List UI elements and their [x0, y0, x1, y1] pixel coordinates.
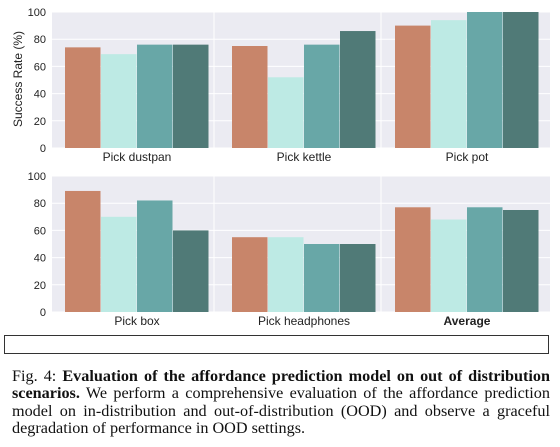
- bar-pick-box-series-1: [65, 190, 101, 312]
- bar-pick-headphones-series-4: [340, 244, 376, 312]
- bar-average-series-1: [395, 207, 431, 312]
- bar-pick-dustpan-series-2: [101, 54, 137, 148]
- group-label: Average: [444, 314, 491, 328]
- group-label: Pick pot: [446, 150, 489, 164]
- y-tick-label: 20: [34, 116, 46, 128]
- bar-pick-box-series-3: [137, 200, 173, 312]
- bar-pick-kettle-series-3: [304, 44, 340, 148]
- panel-2: 0 20 40 60 80 100 Pick box Pick headphones Avera…: [28, 171, 550, 328]
- bar-average-series-4: [503, 210, 539, 312]
- caption-body-text: We perform a comprehensive evaluation of…: [12, 384, 550, 438]
- bar-average-series-3: [467, 207, 503, 312]
- bar-pick-box-series-4: [173, 230, 209, 312]
- bar-pick-box-series-2: [101, 216, 137, 312]
- panel-1: 0 20 40 60 80 100 Pick dustpan Pick kettle Pick …: [28, 7, 550, 164]
- legend-frame: [4, 335, 549, 354]
- caption-bold-text: Evaluation of the affordance prediction …: [12, 367, 551, 403]
- caption-figure-label: Fig. 4:: [12, 367, 57, 385]
- success-rate-chart: Success Rate (%) 0 20 40 60 80 100 Pick dustpa…: [10, 7, 550, 351]
- y-tick-label: 80: [34, 198, 46, 210]
- bar-pick-headphones-series-2: [268, 237, 304, 312]
- bar-pick-pot-series-4: [503, 12, 539, 148]
- group-label: Pick dustpan: [103, 150, 172, 164]
- bar-pick-dustpan-series-1: [65, 47, 101, 148]
- chart-panels: 0 20 40 60 80 100 Pick dustpan Pick kettle Pick …: [28, 7, 550, 328]
- group-label: Pick headphones: [258, 314, 350, 328]
- group-label: Pick box: [114, 314, 159, 328]
- y-axis-label: Success Rate (%): [11, 31, 25, 127]
- y-tick-label: 60: [34, 225, 46, 237]
- group-label: Pick kettle: [277, 150, 332, 164]
- bar-pick-dustpan-series-3: [137, 44, 173, 148]
- y-tick-label: 0: [40, 143, 46, 155]
- bar-pick-kettle-series-2: [268, 77, 304, 148]
- bar-pick-pot-series-2: [431, 20, 467, 148]
- y-tick-label: 100: [28, 7, 46, 19]
- bar-average-series-2: [431, 219, 467, 312]
- bar-pick-kettle-series-4: [340, 31, 376, 148]
- y-tick-label: 0: [40, 307, 46, 319]
- y-tick-label: 80: [34, 34, 46, 46]
- y-tick-label: 40: [34, 253, 46, 265]
- bar-pick-dustpan-series-4: [173, 44, 209, 148]
- y-tick-label: 40: [34, 89, 46, 101]
- y-tick-label: 20: [34, 280, 46, 292]
- bar-pick-kettle-series-1: [232, 46, 268, 148]
- y-tick-label: 100: [28, 171, 46, 183]
- bar-pick-pot-series-3: [467, 12, 503, 148]
- bar-pick-pot-series-1: [395, 25, 431, 149]
- bar-pick-headphones-series-3: [304, 244, 340, 312]
- figure-caption: Fig. 4: Evaluation of the affordance pre…: [12, 367, 551, 438]
- y-tick-label: 60: [34, 61, 46, 73]
- bar-pick-headphones-series-1: [232, 237, 268, 312]
